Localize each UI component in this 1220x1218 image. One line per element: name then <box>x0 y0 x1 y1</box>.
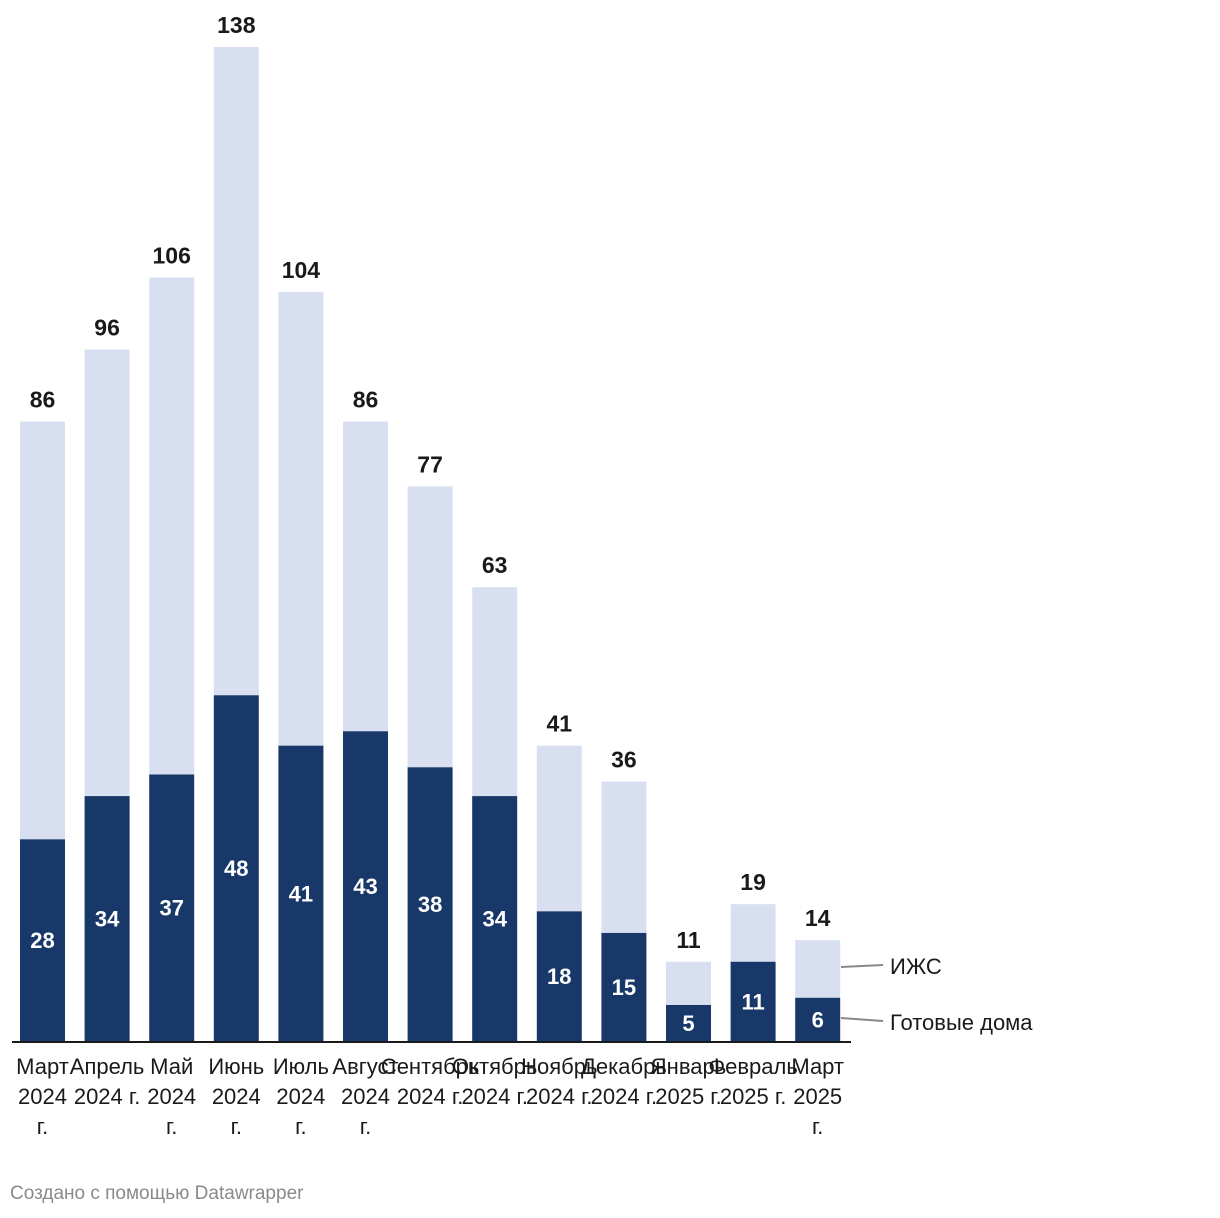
total-label-8: 41 <box>547 711 573 737</box>
bar-ijs-2 <box>149 277 195 775</box>
x-tick-label-5: Август 2024 г. <box>332 1054 398 1139</box>
bar-ijs-4 <box>278 291 324 746</box>
bar-ready-houses-9 <box>601 932 647 1041</box>
x-tick-label-9: Декабрь 2024 г. <box>581 1054 667 1109</box>
ready-houses-value-label-4: 41 <box>289 881 313 906</box>
x-tick-label-10: Январь 2025 г. <box>651 1054 726 1109</box>
ready-houses-value-label-6: 38 <box>418 892 442 917</box>
ready-houses-value-label-10: 5 <box>682 1011 694 1036</box>
total-label-6: 77 <box>417 451 443 477</box>
bar-ready-houses-1 <box>84 796 130 1041</box>
ready-houses-value-label-5: 43 <box>353 874 377 899</box>
total-label-12: 14 <box>805 905 831 931</box>
bar-ready-houses-11 <box>730 961 776 1041</box>
legend-leader-ready <box>840 1017 884 1022</box>
bar-ijs-11 <box>730 904 776 962</box>
x-tick-label-12: Март 2025 г. <box>791 1054 844 1139</box>
x-tick-label-7: Октябрь 2024 г. <box>452 1054 537 1109</box>
bars-group <box>20 47 841 1041</box>
total-label-10: 11 <box>676 927 701 953</box>
total-label-1: 96 <box>94 315 120 341</box>
legend-leader-ijs <box>840 964 884 968</box>
credit-note: Создано с помощью Datawrapper <box>10 1183 304 1204</box>
bar-ijs-8 <box>536 745 582 912</box>
x-tick-label-11: Февраль 2025 г. <box>708 1054 797 1109</box>
x-tick-label-8: Ноябрь 2024 г. <box>521 1054 597 1109</box>
bar-ready-houses-0 <box>20 839 65 1041</box>
bar-ready-houses-4 <box>278 745 324 1041</box>
stacked-bar-chart: 86 28 96 34 106 37 138 48 104 41 86 43 77 38 63 34 41 18 3… <box>12 12 1033 1139</box>
total-label-9: 36 <box>611 747 637 773</box>
total-label-2: 106 <box>153 242 191 268</box>
bar-ijs-7 <box>472 587 518 797</box>
bar-ijs-9 <box>601 781 647 933</box>
bar-ijs-10 <box>666 961 711 1005</box>
x-tick-label-2: Май 2024 г. <box>147 1054 196 1139</box>
legend: ИЖС Готовые дома <box>840 954 1033 1035</box>
x-tick-label-1: Апрель 2024 г. <box>70 1054 145 1109</box>
bar-ijs-0 <box>20 421 65 840</box>
bar-ijs-5 <box>343 421 388 732</box>
ready-houses-value-label-1: 34 <box>95 907 120 932</box>
bar-ready-houses-2 <box>149 774 195 1041</box>
total-label-5: 86 <box>353 387 379 413</box>
bar-ijs-12 <box>795 940 841 998</box>
total-label-7: 63 <box>482 552 508 578</box>
bar-ready-houses-8 <box>536 911 582 1041</box>
value-labels-group: 86 28 96 34 106 37 138 48 104 41 86 43 77 38 63 34 41 18 3… <box>30 12 831 1036</box>
ready-houses-value-label-9: 15 <box>612 975 636 1000</box>
x-axis-tick-labels: Март 2024 г.Апрель 2024 г.Май 2024 г.Июнь 2024… <box>16 1054 844 1139</box>
bar-ready-houses-10 <box>666 1004 711 1041</box>
bar-ready-houses-5 <box>343 731 388 1041</box>
total-label-11: 19 <box>740 869 766 895</box>
x-tick-label-6: Сентябрь 2024 г. <box>381 1054 480 1109</box>
ready-houses-value-label-8: 18 <box>547 964 571 989</box>
ready-houses-value-label-0: 28 <box>30 928 54 953</box>
x-tick-label-3: Июнь 2024 г. <box>208 1054 264 1139</box>
ready-houses-value-label-11: 11 <box>741 989 764 1014</box>
legend-label-ready-houses: Готовые дома <box>890 1010 1033 1035</box>
ready-houses-value-label-7: 34 <box>482 907 507 932</box>
ready-houses-value-label-12: 6 <box>812 1007 824 1032</box>
x-tick-label-4: Июль 2024 г. <box>273 1054 329 1139</box>
bar-ijs-3 <box>213 47 259 696</box>
x-tick-label-0: Март 2024 г. <box>16 1054 69 1139</box>
bar-ijs-6 <box>407 486 453 768</box>
total-label-4: 104 <box>282 257 321 283</box>
ready-houses-value-label-2: 37 <box>159 896 183 921</box>
legend-label-ijs: ИЖС <box>890 954 942 979</box>
bar-ready-houses-6 <box>407 767 453 1041</box>
bar-ready-houses-12 <box>795 997 841 1041</box>
total-label-0: 86 <box>30 387 56 413</box>
bar-ready-houses-3 <box>213 695 259 1041</box>
ready-houses-value-label-3: 48 <box>224 856 248 881</box>
bar-ready-houses-7 <box>472 796 518 1041</box>
bar-ijs-1 <box>84 349 130 797</box>
total-label-3: 138 <box>217 12 256 38</box>
